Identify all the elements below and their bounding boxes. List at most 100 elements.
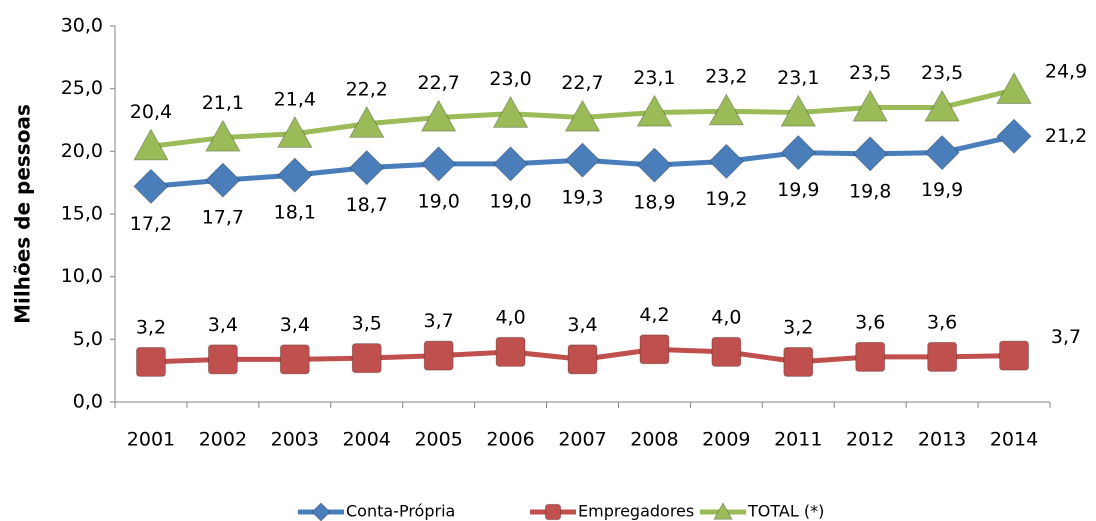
y-tick-label: 20,0 (61, 140, 103, 162)
marker (852, 136, 888, 172)
marker (276, 115, 313, 148)
x-tick-label: 2005 (414, 429, 462, 451)
marker (311, 502, 331, 521)
marker (207, 344, 238, 375)
marker (780, 134, 816, 171)
x-tick-label: 2011 (774, 429, 822, 451)
data-label: 22,7 (417, 72, 459, 94)
data-label: 17,7 (202, 207, 244, 229)
data-label: 20,4 (130, 101, 172, 123)
x-tick-label: 2013 (918, 429, 966, 451)
marker (420, 99, 457, 132)
marker (564, 99, 601, 132)
marker (277, 157, 313, 193)
data-label: 23,2 (705, 66, 747, 88)
data-label: 23,1 (633, 67, 675, 89)
y-tick-label: 25,0 (61, 77, 103, 99)
marker (544, 503, 562, 521)
data-label: 3,2 (136, 316, 166, 338)
marker (924, 134, 960, 171)
data-label: 19,0 (489, 190, 531, 212)
legend-label: Empregadores (578, 502, 694, 521)
data-label: 21,1 (202, 92, 244, 114)
marker (351, 343, 382, 374)
data-label: 4,0 (495, 306, 525, 328)
data-label: 22,7 (561, 72, 603, 94)
x-tick-label: 2014 (990, 429, 1038, 451)
y-tick-label: 0,0 (73, 391, 103, 413)
data-label: 19,3 (561, 187, 603, 209)
y-tick-label: 5,0 (73, 328, 103, 350)
marker (492, 146, 529, 182)
data-label: 19,0 (417, 190, 459, 212)
marker (996, 71, 1032, 105)
data-label: 18,9 (633, 192, 675, 214)
marker (780, 94, 817, 127)
data-label: 3,4 (208, 314, 238, 336)
data-label: 3,4 (567, 314, 597, 336)
data-label: 3,6 (927, 311, 957, 333)
marker (136, 346, 166, 377)
marker (852, 89, 889, 122)
x-tick-label: 2012 (846, 429, 894, 451)
x-tick-label: 2003 (271, 429, 319, 451)
marker (205, 162, 241, 198)
data-label: 19,9 (921, 179, 963, 201)
marker (639, 334, 670, 365)
marker (279, 344, 310, 375)
marker (420, 146, 457, 182)
marker (708, 143, 745, 180)
data-label: 3,5 (352, 313, 382, 335)
x-tick-label: 2001 (127, 429, 175, 451)
data-label: 3,4 (280, 314, 310, 336)
x-tick-label: 2004 (343, 429, 391, 451)
marker (713, 501, 733, 520)
marker (636, 94, 673, 127)
marker (996, 118, 1032, 155)
data-label: 23,5 (921, 62, 963, 84)
marker (567, 344, 598, 375)
x-tick-label: 2008 (630, 429, 678, 451)
data-label: 3,6 (855, 311, 885, 333)
marker (927, 341, 958, 372)
x-tick-label: 2002 (199, 429, 247, 451)
x-tick-label: 2009 (702, 429, 750, 451)
marker (133, 168, 169, 205)
marker (133, 128, 169, 161)
marker (783, 346, 814, 377)
marker (999, 340, 1029, 371)
data-label: 4,0 (711, 306, 741, 328)
y-tick-label: 10,0 (61, 265, 103, 287)
data-label: 22,2 (346, 78, 388, 100)
x-tick-label: 2007 (558, 429, 606, 451)
data-label: 23,5 (849, 62, 891, 84)
marker (855, 341, 886, 372)
data-label: 19,9 (777, 179, 819, 201)
data-label: 21,4 (274, 88, 316, 110)
marker (564, 142, 601, 178)
data-label: 3,7 (424, 310, 454, 332)
marker (348, 105, 385, 138)
data-label: 4,2 (639, 304, 669, 326)
data-label: 17,2 (130, 213, 172, 235)
y-tick-label: 15,0 (61, 203, 103, 225)
data-label: 19,2 (705, 188, 747, 210)
marker (495, 336, 526, 367)
marker (711, 336, 742, 367)
y-axis-title: Milhões de pessoas (11, 104, 35, 324)
marker (492, 95, 529, 128)
marker (349, 149, 385, 186)
data-label: 18,1 (274, 202, 316, 224)
legend-label: Conta-Própria (346, 502, 455, 521)
data-label: 18,7 (346, 194, 388, 216)
marker (924, 89, 960, 122)
data-label: 21,2 (1045, 125, 1087, 147)
data-label: 3,7 (1051, 326, 1081, 348)
data-label: 24,9 (1045, 60, 1087, 82)
data-label: 23,1 (777, 67, 819, 89)
marker (708, 93, 745, 126)
marker (423, 340, 454, 371)
data-label: 23,0 (489, 68, 531, 90)
